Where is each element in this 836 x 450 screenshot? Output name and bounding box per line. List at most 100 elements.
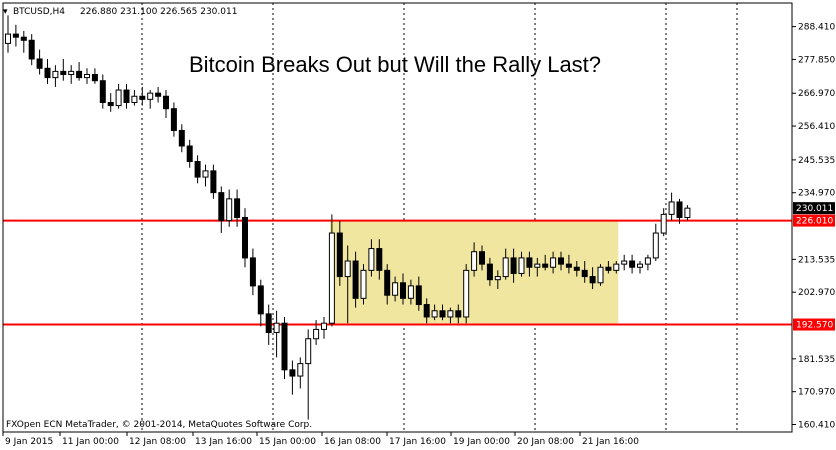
candle-bear (526, 257, 533, 268)
candle-bull (147, 92, 154, 100)
resistance-price-label: 226.010 (796, 217, 833, 227)
candle-bull (226, 198, 233, 222)
candle-bear (281, 322, 288, 371)
candle-bull (668, 201, 675, 215)
candle-bear (558, 257, 564, 265)
x-tick-label: 19 Jan 00:00 (453, 437, 510, 447)
candle-bull (297, 363, 304, 377)
candle-bear (218, 192, 225, 222)
candle-bull (660, 213, 667, 234)
candle-bear (265, 313, 272, 334)
x-tick-label: 21 Jan 16:00 (582, 437, 639, 447)
y-tick-label: 234.970 (798, 189, 835, 199)
candle-bull (502, 257, 509, 278)
candle-bull (613, 263, 620, 271)
dropdown-arrow-icon[interactable]: ▾ (3, 7, 8, 17)
candle-bear (20, 36, 27, 41)
candle-bear (178, 129, 185, 147)
candle-bear (479, 251, 485, 265)
candle-bear (60, 70, 67, 75)
candle-bull (652, 232, 659, 259)
candle-bull (644, 257, 651, 265)
candle-bear (36, 58, 43, 69)
candle-bear (589, 276, 596, 284)
candle-bear (400, 282, 406, 299)
current-price-label: 230.011 (796, 204, 833, 214)
candle-bear (76, 70, 83, 79)
candle-bull (131, 95, 138, 103)
ohlc-readout: 226.880 231.100 226.565 230.011 (80, 7, 237, 17)
candle-bull (463, 269, 470, 318)
candle-bear (605, 266, 612, 271)
candle-bull (621, 260, 628, 265)
candle-bear (415, 285, 422, 306)
candle-bear (565, 263, 572, 268)
grid (141, 3, 738, 432)
candle-bear (676, 201, 683, 219)
candle-bull (597, 266, 604, 284)
candle-bear (139, 95, 146, 100)
candle-bull (431, 310, 438, 318)
candle-bear (352, 260, 359, 299)
candle-bull (202, 170, 209, 178)
candle-bear (28, 39, 35, 60)
y-tick-label: 170.970 (798, 388, 835, 398)
chart-title: Bitcoin Breaks Out but Will the Rally La… (189, 52, 601, 77)
candle-bear (99, 80, 106, 103)
candle-bear (210, 170, 217, 194)
candle-bear (629, 260, 636, 268)
support-price-tag (793, 318, 835, 331)
candle-bear (155, 92, 162, 97)
candle-bull (305, 338, 312, 365)
y-tick-label: 256.410 (798, 122, 835, 132)
candle-bear (336, 232, 343, 278)
price-levels: 226.010 192.570 (3, 214, 835, 331)
candle-bear (242, 217, 248, 259)
candle-bull (494, 276, 501, 281)
candle-bear (439, 310, 446, 318)
candle-bear (581, 269, 588, 278)
candle-bull (313, 328, 320, 340)
candle-bull (68, 70, 75, 75)
candle-bear (12, 33, 19, 38)
y-tick-label: 288.410 (798, 23, 835, 33)
candle-bull (115, 89, 122, 107)
x-tick-label: 11 Jan 00:00 (62, 437, 119, 447)
candle-bull (368, 248, 375, 271)
candle-bull (471, 251, 478, 271)
symbol-label: BTCUSD,H4 (13, 7, 65, 17)
candle-bull (407, 285, 414, 299)
candle-bear (249, 257, 256, 287)
candle-bear (44, 67, 51, 79)
y-tick-label: 181.535 (798, 355, 835, 365)
candle-bull (321, 322, 327, 330)
candle-bear (91, 74, 98, 82)
candle-bull (447, 310, 454, 318)
current-price-tag (793, 202, 835, 215)
candle-bull (328, 232, 335, 324)
candle-bear (423, 304, 430, 318)
candle-bear (186, 145, 193, 163)
candle-bear (107, 101, 114, 107)
candle-bull (344, 260, 351, 278)
y-tick-label: 202.970 (798, 288, 835, 298)
footer-copyright: FXOpen ECN MetaTrader, © 2001-2014, Meta… (6, 420, 312, 430)
candle-bear (510, 257, 517, 274)
x-tick-label: 17 Jan 16:00 (389, 437, 446, 447)
x-tick-label: 20 Jan 08:00 (517, 437, 574, 447)
x-tick-label: 12 Jan 08:00 (129, 437, 186, 447)
candle-bull (5, 33, 11, 44)
candle-bear (170, 108, 177, 131)
candle-bear (257, 285, 264, 315)
candle-bear (376, 248, 383, 271)
candle-bull (637, 263, 643, 268)
resistance-price-tag (793, 214, 835, 227)
candle-bear (123, 89, 130, 103)
plot-frame (2, 2, 793, 433)
x-tick-label: 9 Jan 2015 (5, 437, 53, 447)
candle-bear (542, 263, 549, 268)
y-tick-label: 213.535 (798, 255, 835, 265)
candles (5, 15, 691, 420)
